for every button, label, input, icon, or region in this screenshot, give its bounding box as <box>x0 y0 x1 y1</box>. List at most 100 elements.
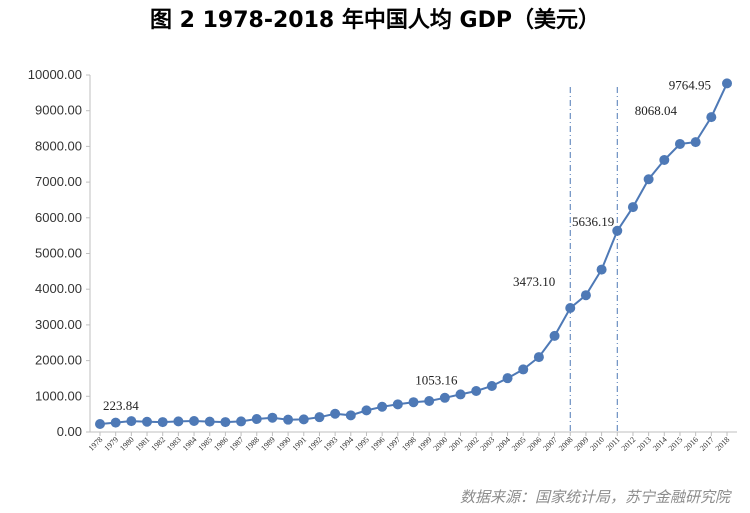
x-tick-label: 2005 <box>510 435 528 453</box>
chart-title: 图 2 1978-2018 年中国人均 GDP（美元） <box>150 8 600 33</box>
x-tick-label: 1986 <box>212 435 230 453</box>
data-point <box>706 112 717 123</box>
x-tick-label: 1996 <box>369 435 387 453</box>
x-tick-label: 2008 <box>557 435 575 453</box>
x-tick-label: 2016 <box>682 435 700 453</box>
data-label: 8068.04 <box>635 103 678 118</box>
y-axis-ticks: 0.00 1000.00 2000.00 3000.00 4000.00 5000.00 6… <box>28 67 90 439</box>
x-tick-label: 1997 <box>385 435 403 453</box>
data-labels: 223.84 1053.16 3473.10 5636.19 8068.04 9764.9… <box>103 77 711 413</box>
data-point <box>95 419 105 430</box>
data-point <box>643 174 654 185</box>
x-tick-label: 2011 <box>604 435 621 452</box>
data-point <box>220 417 231 428</box>
data-point <box>345 410 356 421</box>
data-point <box>330 408 341 419</box>
series-gdp <box>95 78 732 430</box>
data-point <box>204 416 215 427</box>
data-point <box>142 416 153 427</box>
x-tick-label: 2009 <box>573 435 591 453</box>
x-tick-label: 2001 <box>447 435 465 453</box>
data-point <box>126 416 137 427</box>
data-point <box>580 290 591 301</box>
data-point <box>627 202 638 213</box>
data-point <box>314 412 325 423</box>
data-point <box>283 414 294 425</box>
x-tick-label: 1999 <box>416 435 434 453</box>
data-point <box>236 416 247 427</box>
x-tick-label: 1984 <box>181 435 199 453</box>
data-point <box>518 364 529 375</box>
x-tick-label: 2012 <box>620 435 638 453</box>
y-tick-label: 10000.00 <box>28 67 82 82</box>
data-point <box>298 414 309 425</box>
data-point <box>690 137 701 148</box>
data-point <box>486 381 497 392</box>
series-line <box>99 82 728 425</box>
data-point <box>392 399 403 410</box>
x-tick-label: 2003 <box>479 435 497 453</box>
y-tick-label: 1000.00 <box>35 388 82 403</box>
x-tick-label: 1991 <box>291 435 309 453</box>
data-point <box>110 417 121 428</box>
data-point <box>565 303 576 314</box>
y-tick-label: 9000.00 <box>35 103 82 118</box>
y-tick-label: 6000.00 <box>35 210 82 225</box>
data-point <box>408 397 419 408</box>
chart-axes <box>89 75 737 433</box>
x-tick-label: 2018 <box>714 435 732 453</box>
reference-lines <box>569 87 618 432</box>
x-tick-label: 2010 <box>588 435 606 453</box>
x-tick-label: 2014 <box>651 435 669 453</box>
x-tick-label: 2000 <box>432 435 450 453</box>
data-point <box>612 225 623 236</box>
x-tick-label: 1978 <box>87 435 105 453</box>
data-point <box>267 412 278 423</box>
x-tick-label: 1985 <box>196 435 214 453</box>
data-point <box>173 416 184 427</box>
data-point <box>549 330 560 341</box>
data-label: 223.84 <box>103 398 139 413</box>
data-point <box>674 138 685 149</box>
x-tick-label: 1981 <box>134 435 152 453</box>
data-point <box>533 352 544 363</box>
x-tick-label: 1998 <box>400 435 418 453</box>
x-tick-label: 1987 <box>228 435 246 453</box>
y-tick-label: 4000.00 <box>35 281 82 296</box>
data-point <box>377 401 388 412</box>
data-point <box>596 264 607 275</box>
data-label: 5636.19 <box>572 214 614 229</box>
x-axis-ticks: 1978197919801981198219831984198519861987… <box>87 432 732 453</box>
x-tick-label: 1982 <box>149 435 167 453</box>
x-tick-label: 1990 <box>275 435 293 453</box>
data-label: 1053.16 <box>415 372 458 387</box>
data-point <box>189 416 200 427</box>
x-tick-label: 2007 <box>541 435 559 453</box>
x-tick-label: 1992 <box>306 435 324 453</box>
y-tick-label: 0.00 <box>57 424 82 439</box>
x-tick-label: 1993 <box>322 435 340 453</box>
x-tick-label: 1983 <box>165 435 183 453</box>
y-tick-label: 5000.00 <box>35 246 82 261</box>
x-tick-label: 2013 <box>635 435 653 453</box>
data-label: 3473.10 <box>513 274 555 289</box>
x-tick-label: 2002 <box>463 435 481 453</box>
x-tick-label: 2006 <box>526 435 544 453</box>
data-point <box>424 396 435 407</box>
source-note: 数据来源：国家统计局，苏宁金融研究院 <box>459 488 730 506</box>
x-tick-label: 1979 <box>102 435 120 453</box>
data-point <box>157 417 168 428</box>
data-point <box>502 373 513 384</box>
y-tick-label: 3000.00 <box>35 317 82 332</box>
data-point <box>471 386 482 397</box>
x-tick-label: 1980 <box>118 435 136 453</box>
x-tick-label: 2017 <box>698 435 716 453</box>
x-tick-label: 1988 <box>243 435 261 453</box>
data-point <box>361 405 372 416</box>
y-tick-label: 2000.00 <box>35 353 82 368</box>
x-tick-label: 1994 <box>338 435 356 453</box>
data-point <box>722 78 732 89</box>
x-tick-label: 2004 <box>494 435 512 453</box>
y-tick-label: 7000.00 <box>35 174 82 189</box>
